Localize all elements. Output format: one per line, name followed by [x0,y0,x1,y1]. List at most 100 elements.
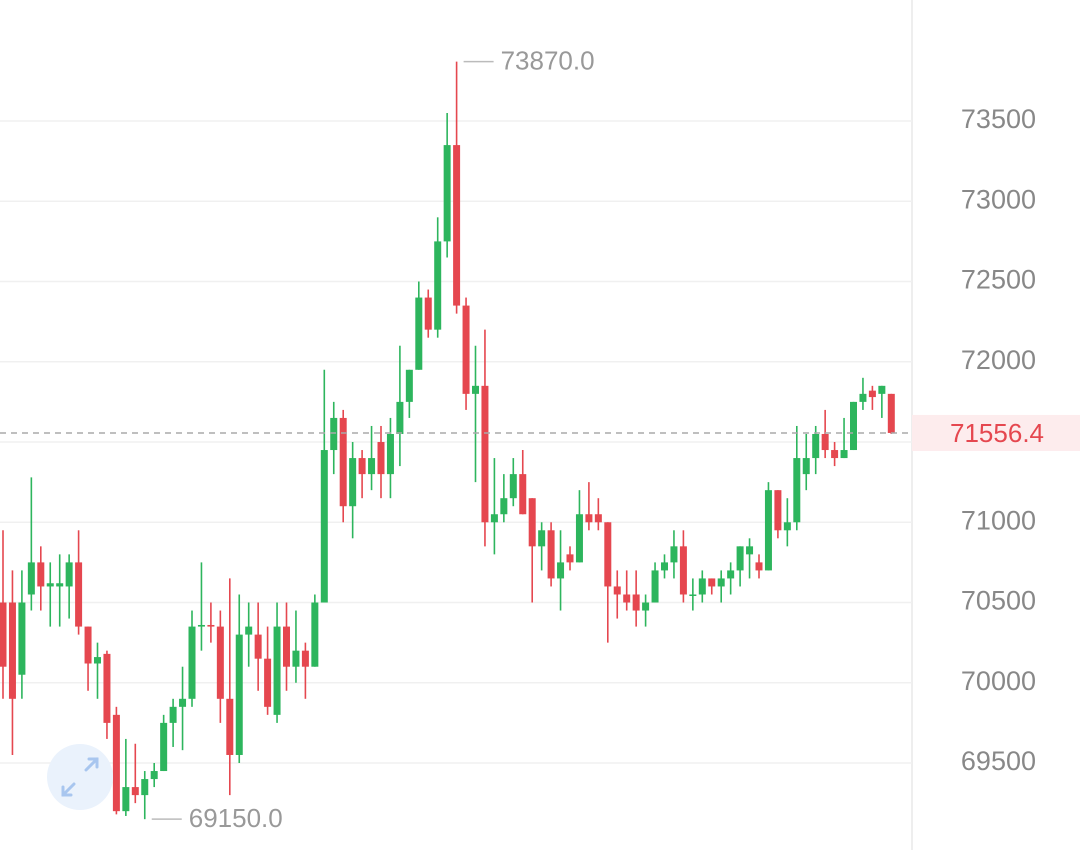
annotation-label: 69150.0 [189,803,283,833]
candle-body [868,390,876,398]
candle-body [812,433,820,459]
candle-body [150,771,158,780]
candle-body [358,458,366,475]
candle-body [651,570,659,603]
candle-body [330,417,338,451]
candle-body [18,602,26,675]
candle-body [320,450,328,603]
candle-body [547,530,555,579]
annotation-label: 73870.0 [501,46,595,76]
candle-body [481,385,489,523]
y-tick-label: 70500 [961,586,1036,616]
candle-body [623,594,631,603]
y-tick-label: 70000 [961,666,1036,696]
candle-body [661,562,668,571]
candle-body [736,546,744,571]
candle-body [94,657,101,664]
candle-body [216,626,224,699]
candle-body [424,297,432,330]
y-tick-label: 71000 [961,505,1036,535]
candle-body [538,530,546,547]
candle-body [84,626,92,664]
candle-body [831,450,839,459]
candle-body [509,474,517,499]
candle-body [226,698,234,755]
candle-body [632,594,640,611]
y-tick-label: 72500 [961,265,1036,295]
candle-body [131,787,139,796]
candle-body [235,634,243,755]
candle-body [764,490,772,571]
candle-body [490,514,498,523]
last-price-label: 71556.4 [950,418,1044,448]
candle-body [802,458,810,475]
candle-body [0,602,7,667]
candle-body [462,305,470,394]
candle-body [850,401,857,451]
candle-body [575,514,583,563]
candle-body [264,658,272,707]
candle-body [311,602,319,667]
candle-body [415,297,423,370]
candle-body [793,458,801,523]
candle-body [273,626,281,715]
candle-body [670,546,678,563]
candle-body [349,458,357,507]
candle-body [840,450,848,459]
candle-body [594,514,602,523]
candle-body [878,385,886,394]
candle-body [103,653,111,723]
candle-body [746,546,754,555]
candle-body [434,241,442,330]
candle-body [301,650,309,667]
candle-body [56,583,64,587]
candle-body [207,624,215,627]
candle-body [27,562,35,595]
expand-circle[interactable] [47,744,113,810]
candle-body [292,650,300,667]
candle-body [519,474,527,515]
candle-body [698,578,706,595]
candle-body [405,369,413,402]
y-tick-label: 72000 [961,345,1036,375]
candle-body [377,442,385,475]
candle-body [472,385,479,394]
candle-body [37,562,45,587]
candle-body [717,578,725,587]
candle-body [197,624,205,627]
candle-body [727,570,735,579]
candle-body [75,562,83,627]
candle-body [821,433,829,451]
last-price-tag [912,414,1080,451]
candle-body [141,779,149,796]
candle-body [783,522,791,531]
candle-body [604,522,612,587]
candle-body [689,594,697,596]
candle-body [396,401,404,434]
candle-body [679,546,687,595]
candle-body [386,433,394,475]
candle-body [283,626,290,667]
candle-body [774,490,782,531]
candle-body [160,722,168,772]
candle-body [169,706,177,723]
candle-body [500,498,508,515]
candle-body [528,498,536,547]
y-tick-label: 69500 [961,746,1036,776]
candle-body [112,714,120,812]
candle-body [339,417,347,507]
expand-icon[interactable] [61,757,99,797]
candle-body [8,602,16,699]
candle-body [188,626,196,699]
candle-body [254,634,262,659]
candle-body [557,562,565,579]
candle-body [566,554,574,563]
y-tick-label: 73500 [961,104,1036,134]
expand-button[interactable] [47,744,113,810]
candle-body [755,562,763,571]
candle-body [245,626,253,635]
candle-body [585,514,593,523]
candle-body [708,578,716,587]
candle-body [443,145,451,242]
